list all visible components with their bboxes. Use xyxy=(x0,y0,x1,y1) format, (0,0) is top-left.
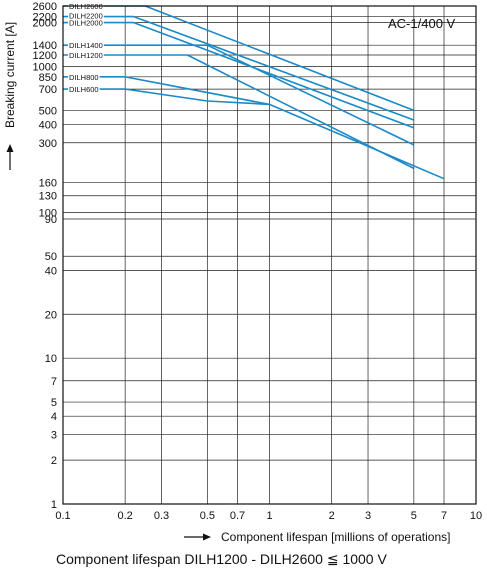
chart-series-lines xyxy=(63,5,445,180)
y-tick-label: 40 xyxy=(45,265,57,277)
x-tick-label: 0.1 xyxy=(55,510,70,522)
plot-frame xyxy=(62,5,477,505)
series-line-dilh1200 xyxy=(63,54,415,170)
series-label-dilh2000: DILH2000 xyxy=(69,19,103,28)
x-tick-label: 3 xyxy=(365,510,371,522)
y-tick-label: 400 xyxy=(39,120,57,132)
y-tick-label: 90 xyxy=(45,214,57,226)
x-axis-arrow-icon xyxy=(184,533,211,541)
series-label-bg xyxy=(68,41,104,51)
x-tick-label: 1 xyxy=(266,510,272,522)
y-tick-label: 7 xyxy=(51,376,57,388)
y-tick-label: 2000 xyxy=(33,18,57,30)
y-tick-label: 1000 xyxy=(33,62,57,74)
y-tick-label: 2 xyxy=(51,455,57,467)
series-label-dilh800: DILH800 xyxy=(69,73,99,82)
y-axis-title: Breaking current [A] xyxy=(3,22,17,128)
y-tick-label: 3 xyxy=(51,429,57,441)
series-label-bg xyxy=(68,50,104,60)
y-tick-label: 2200 xyxy=(33,12,57,24)
y-tick-label: 1400 xyxy=(33,40,57,52)
series-label-dilh1400: DILH1400 xyxy=(69,41,103,50)
y-tick-label: 700 xyxy=(39,84,57,96)
x-axis-title: Component lifespan [millions of operatio… xyxy=(221,530,450,544)
x-tick-label: 0.2 xyxy=(118,510,133,522)
x-tick-label: 2 xyxy=(329,510,335,522)
y-tick-label: 5 xyxy=(51,397,57,409)
series-label-bg xyxy=(68,85,100,95)
y-tick-label: 4 xyxy=(51,411,57,423)
chart-caption: Component lifespan DILH1200 - DILH2600 ≦… xyxy=(56,551,387,567)
series-line-dilh1400 xyxy=(63,44,415,146)
voltage-annotation: AC-1/400 V xyxy=(388,16,456,31)
series-label-bg xyxy=(68,18,104,28)
y-tick-label: 1 xyxy=(51,499,57,511)
chart-grid xyxy=(62,5,477,505)
y-tick-label: 20 xyxy=(45,309,57,321)
x-tick-label: 10 xyxy=(470,510,482,522)
x-tick-label: 0.7 xyxy=(230,510,245,522)
y-tick-label: 130 xyxy=(39,191,57,203)
y-tick-label: 10 xyxy=(45,353,57,365)
x-tick-label: 0.5 xyxy=(200,510,215,522)
y-tick-label: 100 xyxy=(39,207,57,219)
series-line-dilh800 xyxy=(63,76,445,180)
y-tick-label: 850 xyxy=(39,72,57,84)
y-tick-label: 1200 xyxy=(33,50,57,62)
y-tick-label: 300 xyxy=(39,138,57,150)
series-line-dilh2000 xyxy=(63,21,415,129)
chart-series-labels: DILH2600DILH2200DILH2000DILH1400DILH1200… xyxy=(68,2,104,95)
series-line-dilh2600 xyxy=(63,5,415,112)
y-tick-label: 160 xyxy=(39,178,57,190)
y-axis-arrow-icon xyxy=(6,144,14,170)
series-label-dilh1200: DILH1200 xyxy=(69,51,103,60)
series-line-dilh2200 xyxy=(63,15,415,121)
series-label-bg xyxy=(68,11,104,21)
y-tick-label: 2600 xyxy=(33,1,57,13)
x-tick-label: 0.3 xyxy=(154,510,169,522)
series-label-dilh600: DILH600 xyxy=(69,85,99,94)
x-tick-label: 7 xyxy=(441,510,447,522)
series-label-dilh2200: DILH2200 xyxy=(69,12,103,21)
chart-axes: 0.1 0.2 0.3 0.5 0.7 1 2 3 5 7 10123457102040509010… xyxy=(33,1,483,522)
x-tick-label: 5 xyxy=(411,510,417,522)
y-tick-label: 50 xyxy=(45,251,57,263)
y-tick-label: 500 xyxy=(39,105,57,117)
series-label-bg xyxy=(68,72,100,82)
